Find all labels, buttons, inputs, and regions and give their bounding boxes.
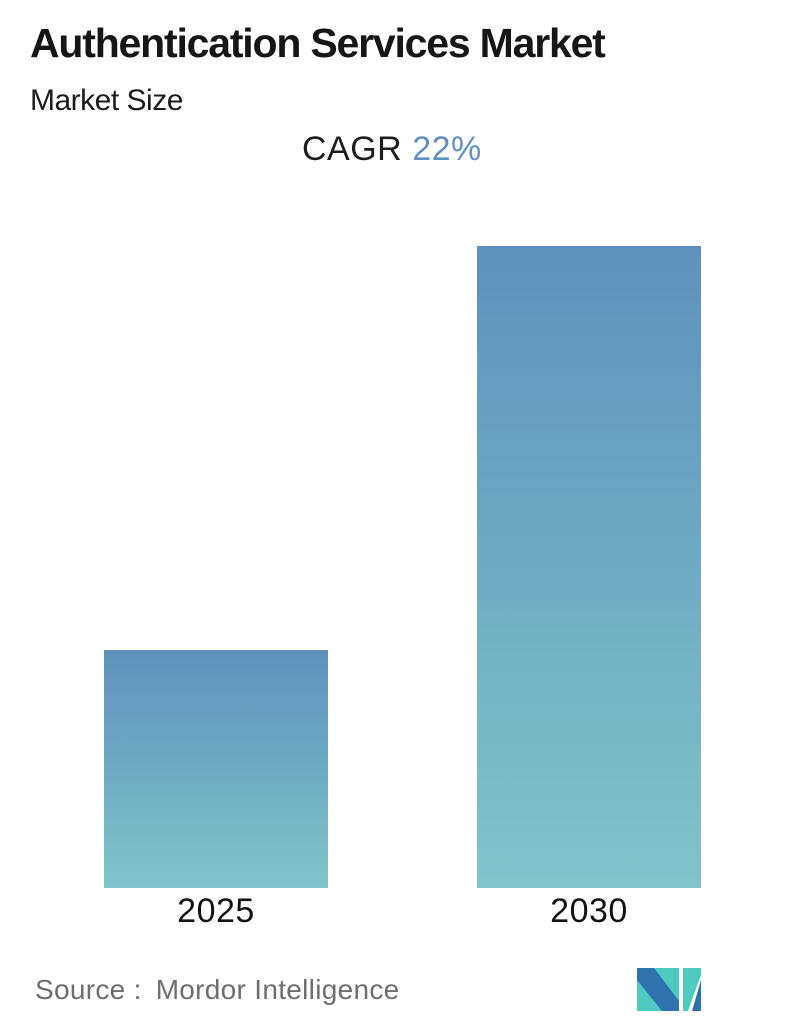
source-text: Source : Mordor Intelligence bbox=[35, 974, 400, 1006]
page-title: Authentication Services Market bbox=[30, 20, 606, 66]
logo-right-blue-triangle bbox=[692, 980, 701, 1011]
x-tick-label-2030: 2030 bbox=[550, 892, 628, 930]
page-subtitle: Market Size bbox=[30, 84, 183, 117]
x-tick-label-2025: 2025 bbox=[177, 892, 255, 930]
bar-2030 bbox=[477, 246, 701, 888]
cagr-annotation: CAGR 22% bbox=[302, 130, 482, 169]
mordor-intelligence-logo bbox=[637, 968, 701, 1011]
cagr-value: 22% bbox=[412, 130, 482, 168]
bar-2025 bbox=[104, 650, 328, 888]
source-name: Mordor Intelligence bbox=[155, 974, 400, 1005]
source-label: Source : bbox=[35, 974, 142, 1005]
logo-right-teal bbox=[683, 968, 701, 1011]
cagr-label: CAGR bbox=[302, 130, 403, 168]
logo-left-blue-m bbox=[637, 968, 679, 1011]
